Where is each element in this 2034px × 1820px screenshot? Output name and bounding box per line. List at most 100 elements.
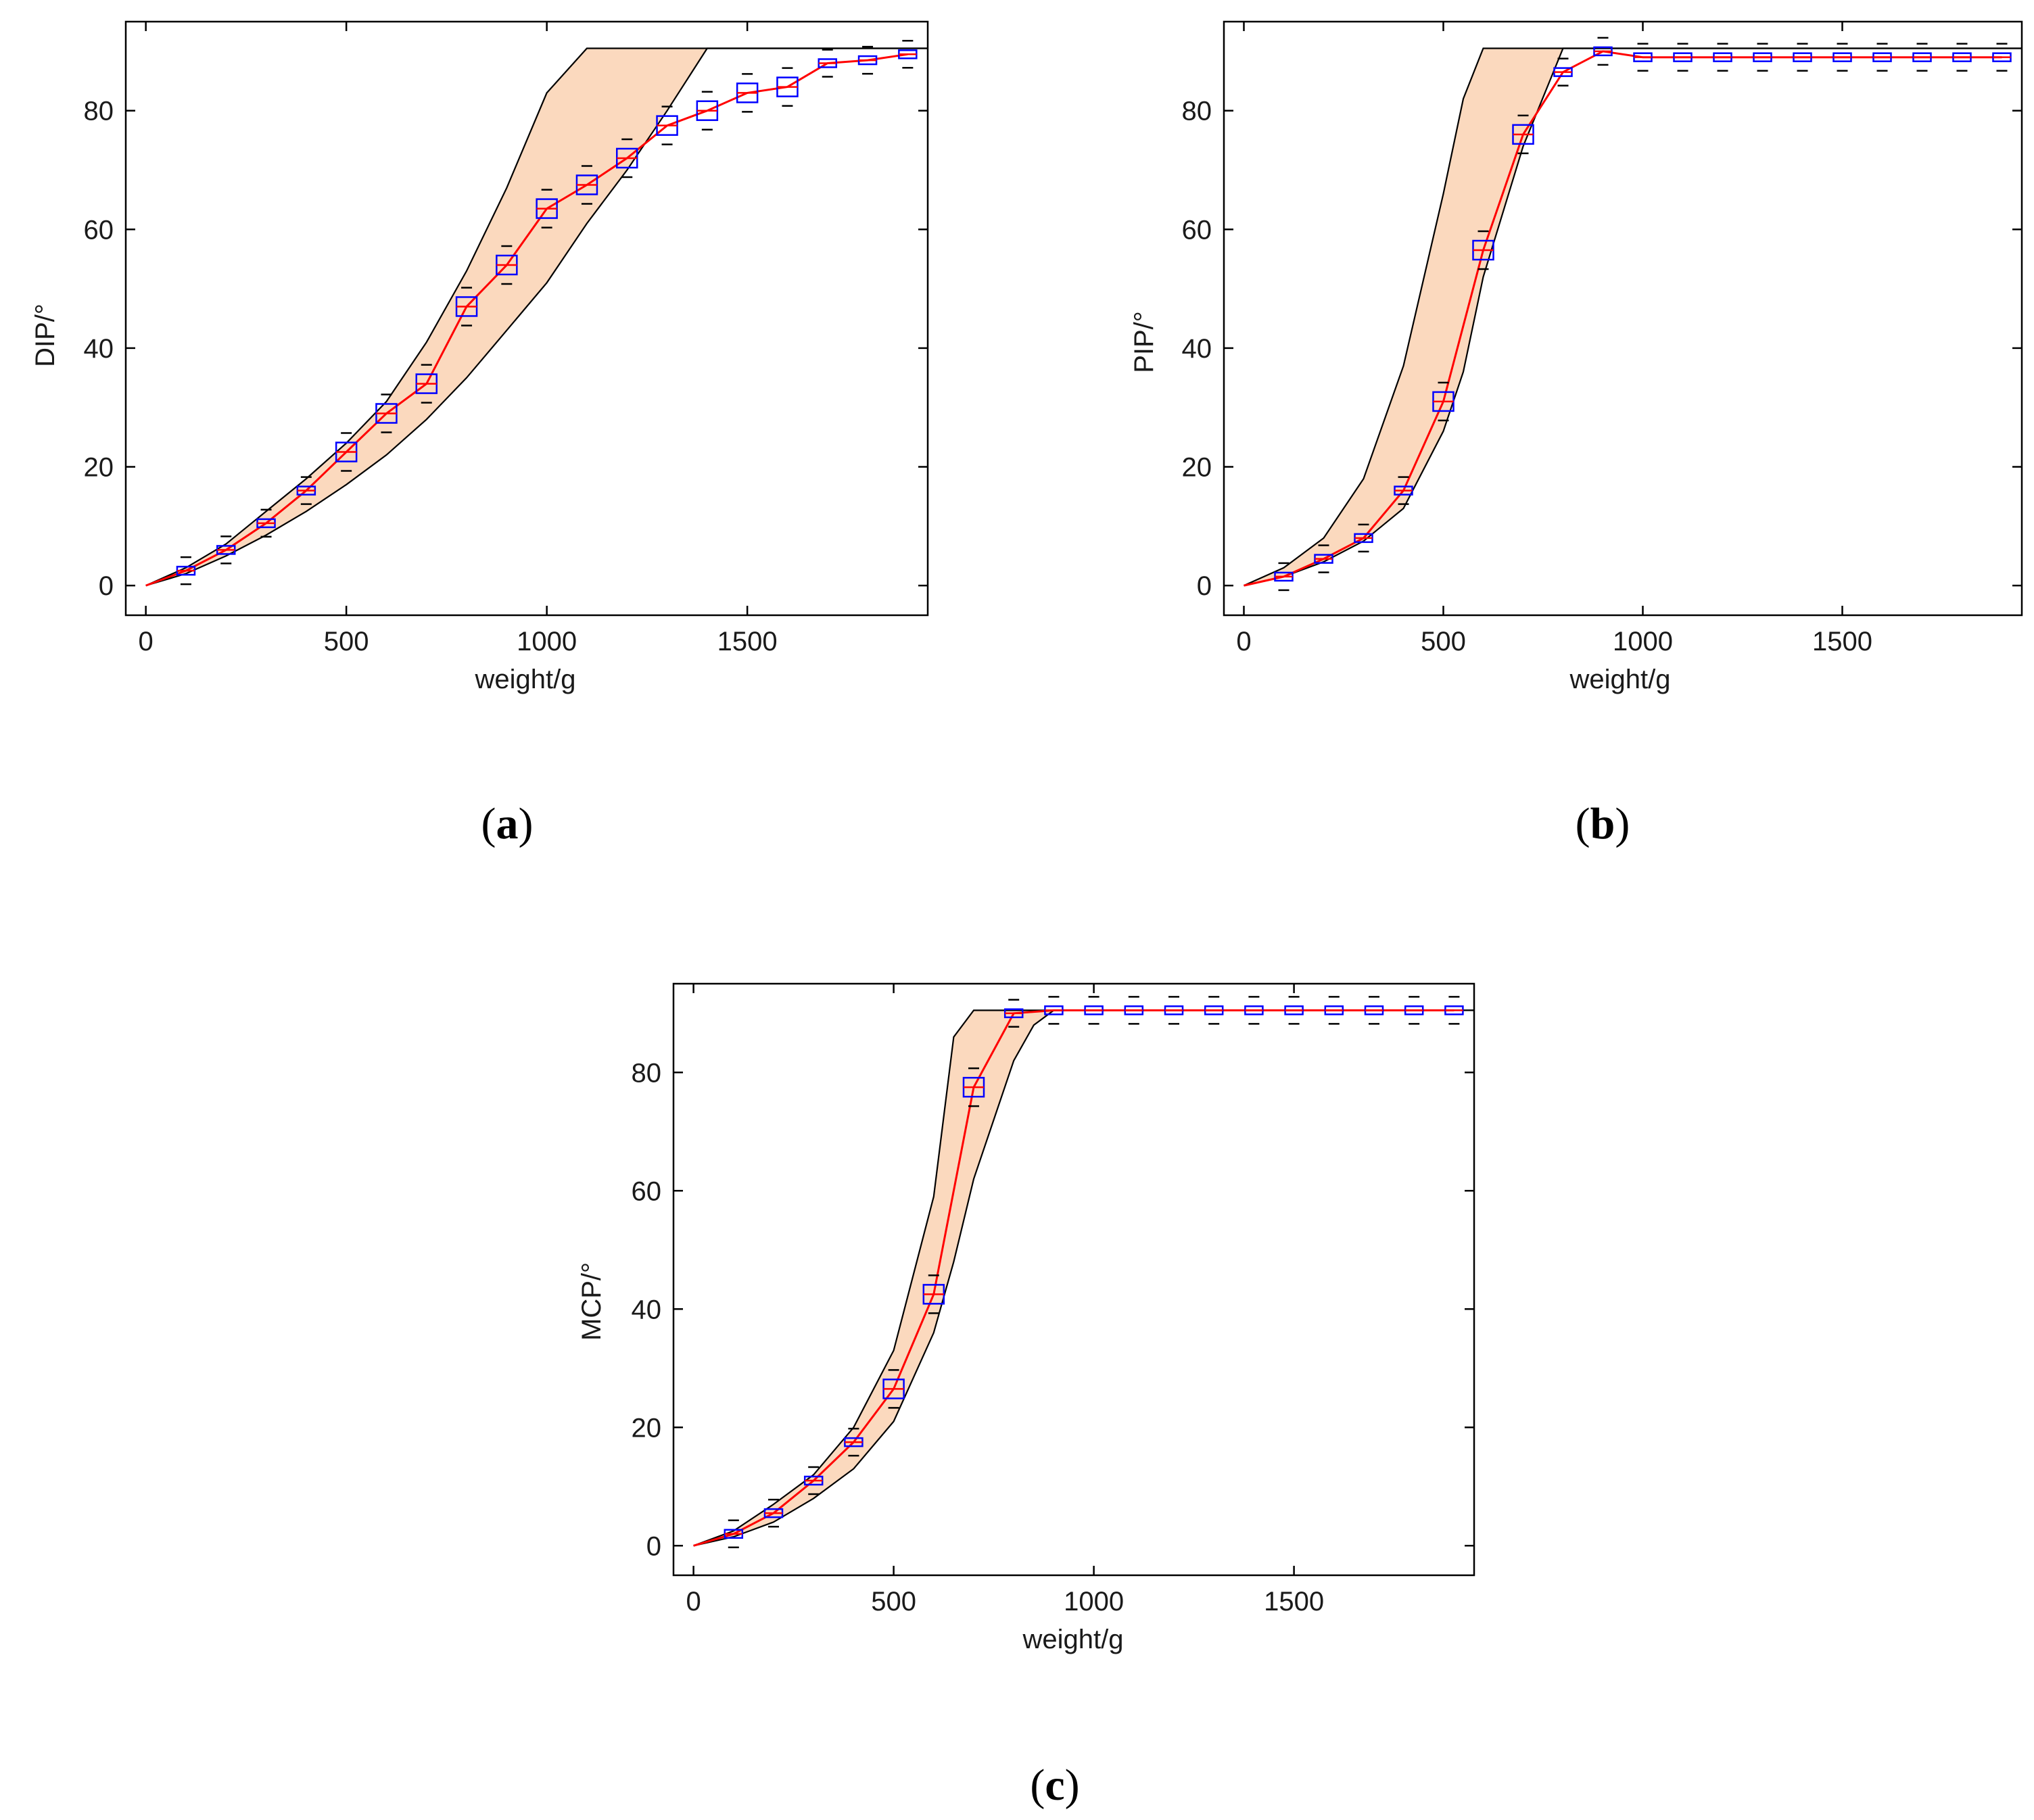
data-point-mcp xyxy=(922,1274,945,1314)
data-point-pip xyxy=(1274,562,1294,592)
data-point-mcp xyxy=(1124,996,1144,1025)
data-point-mcp xyxy=(1084,996,1104,1025)
y-tick-label-dip: 20 xyxy=(84,453,114,483)
y-tick-label-pip: 60 xyxy=(1182,215,1212,245)
x-tick-label-dip: 1500 xyxy=(717,627,778,656)
y-tick-label-pip: 20 xyxy=(1182,453,1212,483)
data-point-dip xyxy=(536,189,558,229)
data-point-pip xyxy=(1713,43,1732,72)
data-point-pip xyxy=(1354,523,1373,553)
data-point-pip xyxy=(1593,37,1613,66)
band-upper-mcp xyxy=(693,1009,1474,1547)
y-tick-label-pip: 40 xyxy=(1182,334,1212,364)
data-point-dip xyxy=(696,91,719,130)
data-point-pip xyxy=(1912,43,1932,72)
data-point-dip xyxy=(857,45,878,75)
data-point-dip xyxy=(656,105,678,145)
data-point-pip xyxy=(1673,43,1693,72)
data-point-dip xyxy=(335,432,358,472)
series-line-mcp xyxy=(693,1009,1454,1547)
data-point-pip xyxy=(1512,114,1534,155)
data-point-mcp xyxy=(1284,996,1304,1025)
data-point-mcp xyxy=(1244,996,1264,1025)
xlabel-dip: weight/g xyxy=(475,665,576,694)
panel-label-pip: (b) xyxy=(1576,799,1630,848)
band-fill-dip xyxy=(145,48,928,586)
y-tick-label-mcp: 80 xyxy=(632,1058,662,1088)
band-lower-mcp xyxy=(693,1009,1474,1547)
y-tick-label-dip: 60 xyxy=(84,215,114,245)
data-point-dip xyxy=(375,393,398,433)
band-fill-pip xyxy=(1244,48,2022,586)
data-point-mcp xyxy=(1364,996,1384,1025)
data-point-pip xyxy=(1952,43,1972,72)
data-point-pip xyxy=(1633,43,1653,72)
data-point-pip xyxy=(1872,43,1892,72)
x-tick-label-pip: 500 xyxy=(1421,627,1466,656)
data-point-mcp xyxy=(844,1427,864,1457)
x-tick-label-dip: 500 xyxy=(324,627,369,656)
y-tick-label-dip: 80 xyxy=(84,97,114,126)
axes-frame-pip xyxy=(1223,20,2023,617)
data-point-mcp xyxy=(1164,996,1184,1025)
x-tick-label-mcp: 0 xyxy=(686,1587,701,1617)
data-point-pip xyxy=(1553,57,1573,87)
x-tick-label-dip: 0 xyxy=(139,627,153,656)
data-point-mcp xyxy=(1204,996,1224,1025)
data-point-dip xyxy=(575,165,598,205)
plot-content-mcp xyxy=(693,996,1474,1548)
data-point-mcp xyxy=(1003,999,1024,1028)
series-line-dip xyxy=(145,53,908,587)
x-tick-label-pip: 1500 xyxy=(1812,627,1872,656)
xlabel-mcp: weight/g xyxy=(1022,1625,1124,1654)
ylabel-dip: DIP/° xyxy=(30,304,60,367)
y-tick-label-mcp: 40 xyxy=(632,1295,662,1324)
data-point-dip xyxy=(176,556,196,585)
data-point-mcp xyxy=(1324,996,1344,1025)
ylabel-pip: PIP/° xyxy=(1129,311,1159,373)
y-tick-label-mcp: 60 xyxy=(632,1176,662,1206)
data-point-pip xyxy=(1753,43,1772,72)
y-tick-label-dip: 40 xyxy=(84,334,114,364)
data-point-pip xyxy=(1314,544,1333,573)
data-point-mcp xyxy=(803,1466,824,1495)
band-fill-mcp xyxy=(693,1010,1474,1546)
x-tick-label-mcp: 500 xyxy=(871,1587,916,1617)
x-tick-label-mcp: 1000 xyxy=(1064,1587,1124,1617)
y-tick-label-pip: 0 xyxy=(1197,571,1212,601)
y-tick-label-dip: 0 xyxy=(99,571,114,601)
y-tick-label-mcp: 0 xyxy=(646,1531,661,1561)
y-tick-label-mcp: 20 xyxy=(632,1413,662,1443)
data-point-dip xyxy=(256,508,276,538)
data-point-pip xyxy=(1394,476,1413,505)
band-lower-dip xyxy=(145,47,928,587)
data-point-pip xyxy=(1472,230,1494,270)
plot-area-pip: 0 500 1000 1500 0 20 40 60 80 xyxy=(1182,20,2023,656)
plot-content-dip xyxy=(145,40,928,587)
panel-label-dip: (a) xyxy=(481,799,534,848)
data-point-dip xyxy=(455,287,478,327)
data-point-dip xyxy=(616,138,638,178)
axes-frame-mcp xyxy=(672,982,1475,1577)
chart-mcp: 0 500 1000 1500 0 20 40 60 80 MCP/° weight/g (c) xyxy=(577,982,1475,1810)
data-point-pip xyxy=(1832,43,1852,72)
data-point-pip xyxy=(1992,43,2012,72)
chart-dip: 0 500 1000 1500 0 20 40 60 80 DIP/° weight/g (a) xyxy=(30,20,929,848)
panel-label-mcp: (c) xyxy=(1030,1761,1079,1810)
data-point-dip xyxy=(415,364,437,404)
data-point-dip xyxy=(496,245,518,285)
axes-frame-dip xyxy=(124,20,929,617)
xlabel-pip: weight/g xyxy=(1569,665,1671,694)
x-tick-label-mcp: 1500 xyxy=(1264,1587,1324,1617)
data-point-pip xyxy=(1432,381,1454,422)
data-point-dip xyxy=(898,40,918,69)
data-point-dip xyxy=(296,476,316,505)
plot-area-dip: 0 500 1000 1500 0 20 40 60 80 xyxy=(84,20,929,656)
data-point-pip xyxy=(1793,43,1812,72)
data-point-mcp xyxy=(763,1498,784,1528)
data-point-dip xyxy=(736,73,759,113)
data-point-mcp xyxy=(724,1519,744,1548)
data-point-mcp xyxy=(1444,996,1464,1025)
data-point-dip xyxy=(776,67,799,107)
